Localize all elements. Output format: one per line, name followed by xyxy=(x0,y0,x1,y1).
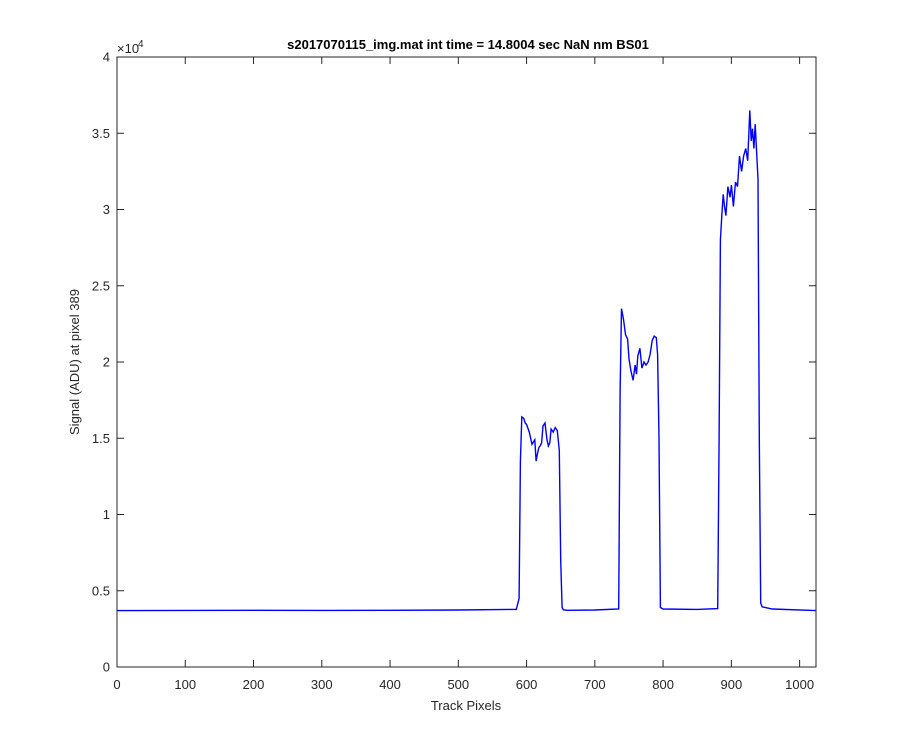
plot-frame xyxy=(117,57,816,667)
y-tick-label: 2.5 xyxy=(92,278,110,293)
x-tick-label: 0 xyxy=(113,677,120,692)
x-tick-label: 1000 xyxy=(785,677,814,692)
plot-area xyxy=(116,56,817,668)
x-tick-label: 200 xyxy=(243,677,265,692)
x-tick-label: 600 xyxy=(516,677,538,692)
x-axis-label: Track Pixels xyxy=(431,698,502,713)
y-tick-label: 4 xyxy=(103,50,110,65)
signal-series-line xyxy=(116,110,817,612)
x-tick-label: 900 xyxy=(721,677,743,692)
x-tick-label: 100 xyxy=(174,677,196,692)
x-axis-ticks: 0 100 200 300 400 500 600 700 800 900 1000 xyxy=(113,57,814,692)
y-axis-label: Signal (ADU) at pixel 389 xyxy=(67,289,82,435)
y-tick-label: 1.5 xyxy=(92,431,110,446)
y-tick-label: 2 xyxy=(103,355,110,370)
y-tick-label: 0 xyxy=(103,660,110,675)
y-tick-label: 3 xyxy=(103,202,110,217)
x-tick-label: 400 xyxy=(379,677,401,692)
y-axis-exponent-power: 4 xyxy=(138,39,144,50)
y-tick-label: 1 xyxy=(103,507,110,522)
x-tick-label: 700 xyxy=(584,677,606,692)
y-axis-exponent-base: ×10 xyxy=(117,41,139,56)
x-tick-label: 300 xyxy=(311,677,333,692)
chart-title: s2017070115_img.mat int time = 14.8004 s… xyxy=(287,37,649,52)
y-axis-ticks: 0 0.5 1 1.5 2 2.5 3 3.5 4 xyxy=(92,50,816,675)
x-tick-label: 800 xyxy=(652,677,674,692)
y-tick-label: 3.5 xyxy=(92,126,110,141)
x-tick-label: 500 xyxy=(447,677,469,692)
y-tick-label: 0.5 xyxy=(92,583,110,598)
